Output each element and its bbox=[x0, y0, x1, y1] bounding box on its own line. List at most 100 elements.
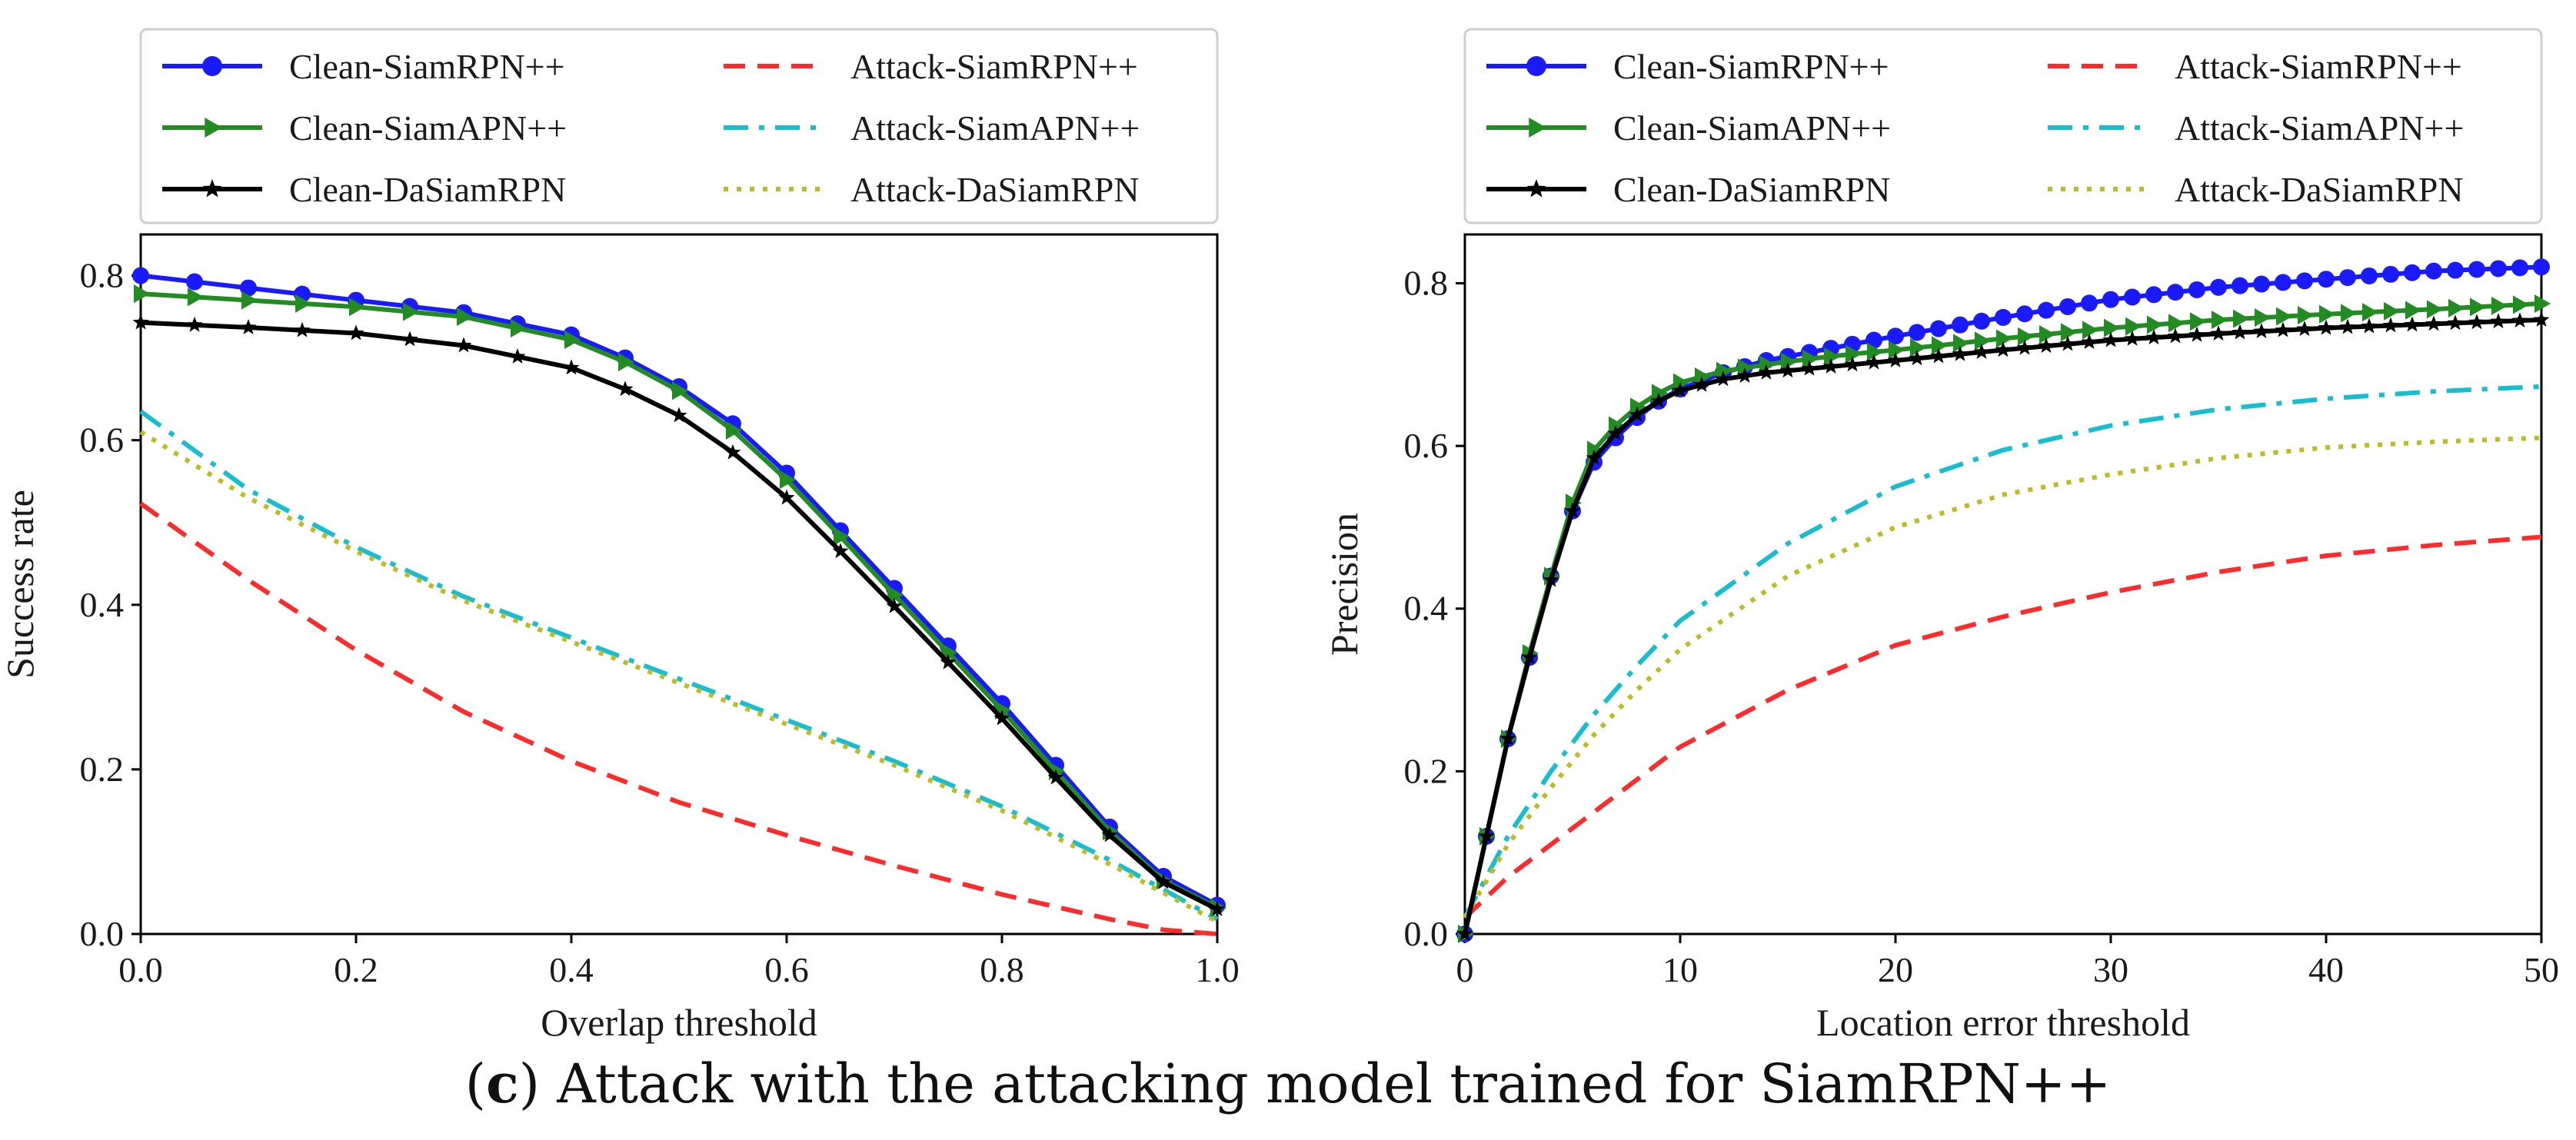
data-point bbox=[1845, 344, 1862, 364]
data-point bbox=[887, 585, 904, 604]
series-clean-dasiamrpn bbox=[1456, 311, 2550, 941]
data-point bbox=[134, 284, 150, 304]
legend: Clean-SiamRPN++ Clean-SiamAPN++ Clean-DaSi… bbox=[1463, 28, 2543, 224]
plot-frame bbox=[1463, 233, 2543, 936]
legend-marker bbox=[1526, 56, 1546, 76]
data-point bbox=[1887, 352, 1904, 367]
data-point bbox=[834, 527, 850, 546]
data-point bbox=[726, 420, 742, 440]
data-point bbox=[1609, 416, 1625, 435]
data-point bbox=[2167, 284, 2184, 301]
data-point bbox=[2253, 323, 2270, 338]
data-point bbox=[2384, 301, 2400, 321]
data-point bbox=[2188, 326, 2205, 342]
y-tick-label: 0.4 bbox=[1404, 589, 1449, 628]
data-point bbox=[1543, 571, 1559, 587]
data-point bbox=[2188, 281, 2205, 298]
y-tick-label: 0.2 bbox=[1404, 751, 1449, 790]
data-point bbox=[2232, 324, 2248, 340]
series-line bbox=[1463, 435, 2542, 919]
data-point bbox=[2276, 307, 2292, 326]
data-point bbox=[2167, 327, 2184, 344]
legend-entry: Attack-SiamAPN++ bbox=[724, 108, 1140, 148]
data-point bbox=[2016, 305, 2033, 323]
data-point bbox=[2233, 309, 2249, 328]
series-attack-siamrpn- bbox=[139, 501, 1218, 936]
data-point bbox=[2145, 329, 2162, 345]
data-point bbox=[1995, 341, 2012, 357]
data-point bbox=[511, 319, 527, 338]
data-point bbox=[132, 267, 149, 284]
data-point bbox=[2341, 304, 2357, 323]
data-point bbox=[1973, 312, 1990, 330]
legend-label: Clean-SiamAPN++ bbox=[289, 108, 567, 148]
legend-entry: Clean-SiamAPN++ bbox=[1486, 108, 1891, 148]
data-point bbox=[1930, 320, 1947, 337]
data-point bbox=[2362, 303, 2378, 322]
data-point bbox=[2168, 314, 2185, 333]
data-point bbox=[1738, 358, 1754, 377]
data-point bbox=[1909, 350, 1925, 366]
data-point bbox=[2125, 317, 2142, 336]
data-point bbox=[2038, 337, 2055, 354]
data-point bbox=[563, 359, 580, 375]
data-point bbox=[778, 489, 795, 505]
data-point bbox=[1155, 873, 1172, 889]
legend-entry: Clean-SiamRPN++ bbox=[1486, 47, 1889, 86]
data-point bbox=[457, 307, 473, 327]
data-point bbox=[1802, 349, 1819, 368]
data-point bbox=[2511, 312, 2528, 328]
data-point bbox=[2212, 311, 2228, 330]
data-point bbox=[1887, 327, 1904, 345]
legend-entry: Attack-SiamAPN++ bbox=[2048, 108, 2464, 148]
data-point bbox=[509, 348, 526, 364]
data-point bbox=[2382, 317, 2399, 333]
data-point bbox=[2059, 335, 2076, 351]
data-point bbox=[2124, 330, 2141, 346]
y-tick-label: 0.8 bbox=[80, 256, 125, 295]
legend-label: Clean-SiamAPN++ bbox=[1613, 108, 1891, 148]
data-point bbox=[1587, 440, 1603, 460]
series-attack-siamapn- bbox=[1463, 384, 2542, 919]
legend-frame bbox=[139, 28, 1219, 224]
legend-label: Attack-SiamAPN++ bbox=[850, 108, 1140, 148]
data-point bbox=[993, 710, 1010, 726]
data-point bbox=[2361, 267, 2378, 284]
data-point bbox=[2448, 298, 2465, 317]
data-point bbox=[618, 352, 634, 371]
data-point bbox=[2275, 274, 2291, 291]
data-point bbox=[2102, 331, 2119, 347]
data-point bbox=[1693, 376, 1710, 392]
data-point bbox=[401, 331, 418, 347]
data-point bbox=[2210, 278, 2227, 296]
data-point bbox=[1758, 364, 1775, 380]
data-point bbox=[2490, 260, 2507, 278]
data-point bbox=[1930, 347, 1947, 364]
legend-entry: Attack-SiamRPN++ bbox=[724, 47, 1138, 86]
series-attack-dasiamrpn bbox=[1463, 435, 2542, 919]
data-point bbox=[1629, 406, 1646, 422]
series-line bbox=[140, 273, 1219, 908]
data-point bbox=[2124, 288, 2141, 306]
data-point bbox=[132, 314, 149, 330]
data-point bbox=[1047, 769, 1064, 785]
data-point bbox=[1779, 362, 1796, 378]
data-point bbox=[2339, 269, 2356, 287]
legend-label: Clean-SiamRPN++ bbox=[1613, 47, 1889, 86]
data-point bbox=[1953, 334, 1969, 353]
x-tick-label: 40 bbox=[2308, 950, 2344, 989]
data-point bbox=[1910, 338, 1926, 357]
legend-marker bbox=[202, 56, 222, 76]
data-point bbox=[2210, 325, 2227, 341]
legend-marker bbox=[205, 118, 222, 138]
data-point bbox=[2018, 327, 2034, 346]
legend-label: Attack-DaSiamRPN bbox=[850, 170, 1140, 209]
series-attack-dasiamrpn bbox=[139, 430, 1219, 924]
data-point bbox=[1715, 371, 1732, 387]
data-point bbox=[2232, 277, 2248, 294]
series-line bbox=[1463, 264, 2542, 935]
data-point bbox=[2490, 313, 2507, 329]
x-tick-label: 0.2 bbox=[334, 950, 378, 989]
data-point bbox=[780, 470, 796, 490]
data-point bbox=[1607, 425, 1624, 441]
